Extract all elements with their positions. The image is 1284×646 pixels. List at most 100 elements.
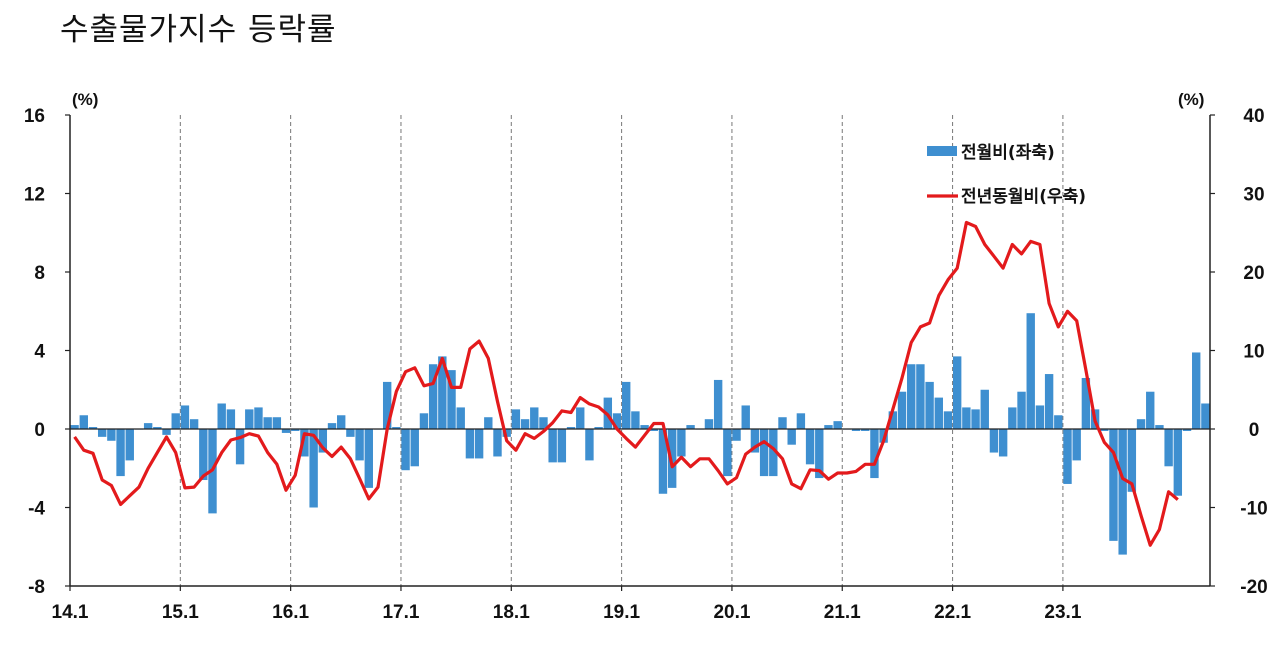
bar — [419, 413, 429, 429]
bar — [511, 409, 521, 429]
bar — [907, 364, 916, 429]
bar — [998, 429, 1008, 457]
bar — [713, 379, 723, 429]
bar — [346, 429, 355, 437]
bar — [291, 429, 300, 431]
bar — [300, 429, 309, 457]
bar — [143, 423, 153, 429]
bar — [1026, 313, 1035, 429]
bar — [447, 370, 456, 429]
axes — [69, 115, 1211, 587]
bar — [1127, 429, 1137, 492]
right-tick-label: 0 — [1249, 420, 1260, 441]
x-tick-label: 16.1 — [272, 602, 309, 623]
bar — [162, 429, 171, 435]
bar — [658, 429, 668, 494]
bar — [1072, 429, 1081, 461]
bar — [401, 429, 410, 471]
bar — [539, 417, 548, 429]
bar — [741, 405, 750, 429]
bar — [474, 429, 484, 459]
x-tick-label: 20.1 — [713, 602, 750, 623]
bar — [594, 427, 603, 429]
bar — [750, 429, 760, 453]
right-axis-unit: (%) — [1178, 90, 1204, 109]
left-tick-label: -8 — [28, 577, 45, 598]
right-tick-label: 10 — [1243, 342, 1264, 363]
bar — [824, 425, 833, 429]
right-tick-label: 30 — [1243, 185, 1264, 206]
bar — [980, 389, 989, 429]
bar — [1100, 429, 1109, 431]
bar — [1081, 377, 1091, 429]
x-tick-label: 18.1 — [493, 602, 530, 623]
bar — [723, 429, 732, 477]
right-tick-label: -20 — [1240, 577, 1267, 598]
left-tick-label: 12 — [24, 185, 45, 206]
bar — [493, 429, 502, 457]
bar — [189, 419, 199, 429]
bar — [870, 429, 879, 479]
bar — [171, 413, 180, 429]
left-tick-label: 4 — [34, 342, 45, 363]
bar — [456, 407, 465, 429]
bar — [272, 417, 282, 429]
bar — [759, 429, 769, 477]
bar — [245, 409, 254, 429]
right-axis-ticks: 40 30 20 10 0 -10 -20 — [1210, 106, 1268, 598]
x-tick-label: 17.1 — [382, 602, 419, 623]
left-tick-label: 0 — [34, 420, 45, 441]
bar — [410, 429, 419, 467]
bar — [962, 407, 971, 429]
bar — [1017, 391, 1026, 429]
bar — [1109, 429, 1118, 541]
x-tick-label: 14.1 — [52, 602, 89, 623]
right-tick-label: 20 — [1243, 263, 1264, 284]
bar — [1182, 429, 1192, 431]
bar — [217, 403, 226, 429]
gridlines — [179, 115, 1064, 586]
bar — [934, 397, 943, 429]
bar — [686, 425, 695, 429]
bar — [382, 381, 392, 429]
bar — [631, 411, 640, 429]
bar — [769, 429, 778, 477]
bar — [796, 413, 806, 429]
bar — [125, 429, 134, 461]
left-tick-label: -4 — [28, 499, 45, 520]
bar — [1146, 391, 1155, 429]
bar — [355, 429, 364, 461]
bar — [576, 407, 585, 429]
bar — [199, 429, 208, 481]
right-tick-label: -10 — [1240, 499, 1267, 520]
bar — [107, 429, 116, 441]
bar — [1035, 405, 1045, 429]
chart-title: 수출물가지수 등락률 — [60, 12, 337, 48]
bar — [640, 425, 649, 429]
bar — [254, 407, 263, 429]
bar — [438, 356, 447, 429]
bar — [520, 419, 530, 429]
bar-series — [70, 313, 1210, 555]
x-tick-label: 22.1 — [934, 602, 971, 623]
bar — [667, 429, 677, 488]
legend-bar-label: 전월비(좌축) — [961, 143, 1055, 163]
bar — [116, 429, 125, 477]
bar — [465, 429, 475, 459]
bar — [548, 429, 557, 463]
bar — [805, 429, 815, 465]
bar — [153, 427, 162, 429]
left-axis-ticks: 16 12 8 4 0 -4 -8 — [24, 106, 70, 598]
x-tick-label: 21.1 — [824, 602, 861, 623]
bar — [530, 407, 539, 429]
bar — [1044, 374, 1054, 429]
bar — [1155, 425, 1164, 429]
bar — [392, 427, 401, 429]
left-axis-unit: (%) — [72, 90, 98, 109]
bar — [851, 429, 861, 431]
line-series — [73, 220, 1179, 547]
x-tick-label: 19.1 — [603, 602, 640, 623]
bar — [428, 364, 438, 429]
bar — [952, 356, 962, 429]
left-tick-label: 8 — [34, 263, 45, 284]
